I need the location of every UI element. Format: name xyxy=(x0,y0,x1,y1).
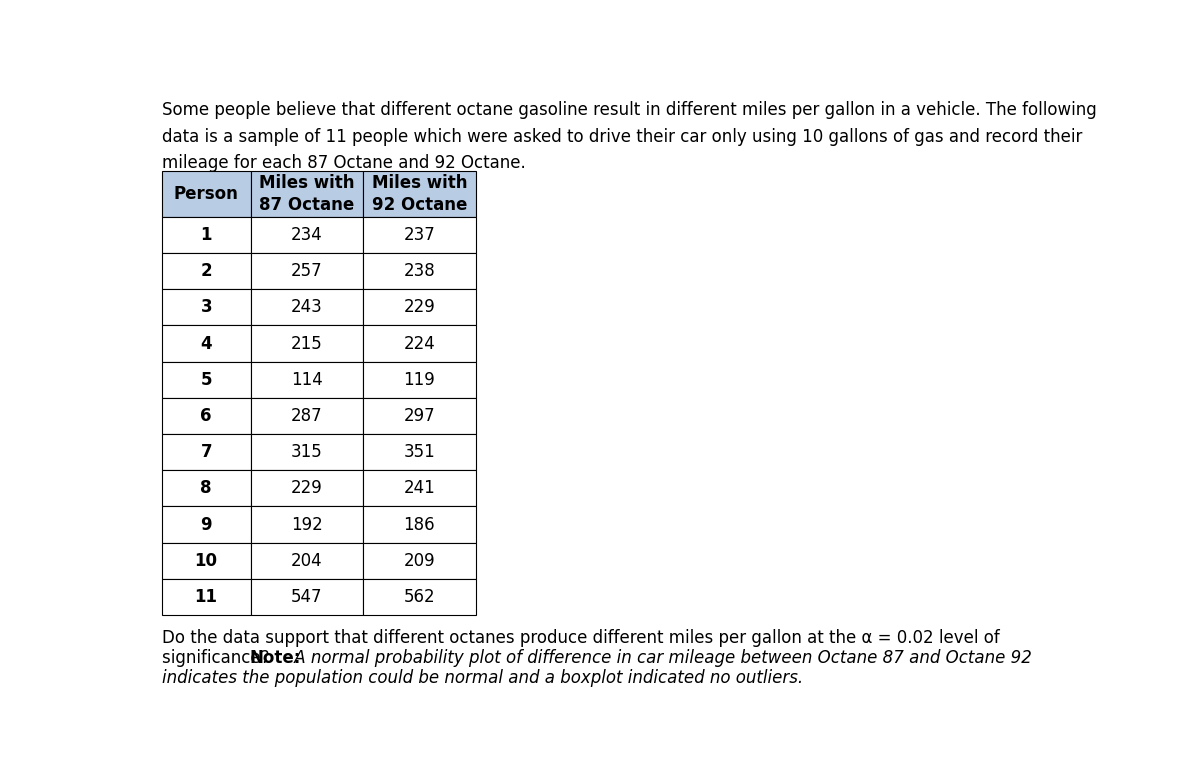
Text: 547: 547 xyxy=(292,588,323,606)
Text: significance?: significance? xyxy=(162,649,275,667)
Text: 315: 315 xyxy=(292,443,323,461)
Bar xyxy=(364,543,475,579)
Bar xyxy=(251,171,364,217)
Text: 229: 229 xyxy=(292,480,323,497)
Bar xyxy=(251,289,364,326)
Text: 209: 209 xyxy=(403,551,436,569)
Bar xyxy=(251,217,364,253)
Bar xyxy=(251,253,364,289)
Bar xyxy=(364,217,475,253)
Text: 9: 9 xyxy=(200,515,212,533)
Text: Some people believe that different octane gasoline result in different miles per: Some people believe that different octan… xyxy=(162,102,1097,173)
Bar xyxy=(364,470,475,506)
Text: 114: 114 xyxy=(292,371,323,389)
Bar xyxy=(251,362,364,398)
Bar xyxy=(162,543,251,579)
Text: 287: 287 xyxy=(292,407,323,425)
Bar xyxy=(162,253,251,289)
Bar xyxy=(162,470,251,506)
Text: 204: 204 xyxy=(292,551,323,569)
Text: 119: 119 xyxy=(403,371,436,389)
Bar xyxy=(364,398,475,434)
Text: 234: 234 xyxy=(292,226,323,244)
Text: 5: 5 xyxy=(200,371,212,389)
Bar xyxy=(364,326,475,362)
Text: Miles with
87 Octane: Miles with 87 Octane xyxy=(259,173,355,214)
Text: 297: 297 xyxy=(403,407,436,425)
Text: 351: 351 xyxy=(403,443,436,461)
Bar xyxy=(251,470,364,506)
Bar xyxy=(364,434,475,470)
Bar xyxy=(251,434,364,470)
Text: 237: 237 xyxy=(403,226,436,244)
Text: 257: 257 xyxy=(292,262,323,280)
Text: 8: 8 xyxy=(200,480,212,497)
Text: A normal probability plot of difference in car mileage between Octane 87 and Oct: A normal probability plot of difference … xyxy=(289,649,1032,667)
Bar xyxy=(162,398,251,434)
Bar xyxy=(364,171,475,217)
Text: indicates the population could be normal and a boxplot indicated no outliers.: indicates the population could be normal… xyxy=(162,669,803,687)
Bar xyxy=(364,253,475,289)
Text: 4: 4 xyxy=(200,334,212,352)
Text: 192: 192 xyxy=(292,515,323,533)
Bar xyxy=(162,289,251,326)
Text: 238: 238 xyxy=(403,262,436,280)
Bar xyxy=(162,326,251,362)
Bar xyxy=(251,506,364,543)
Text: 3: 3 xyxy=(200,298,212,316)
Bar xyxy=(162,434,251,470)
Text: Note:: Note: xyxy=(250,649,300,667)
Text: 186: 186 xyxy=(403,515,436,533)
Bar xyxy=(162,171,251,217)
Text: 243: 243 xyxy=(292,298,323,316)
Bar xyxy=(364,362,475,398)
Text: 10: 10 xyxy=(194,551,217,569)
Bar xyxy=(251,326,364,362)
Bar xyxy=(162,217,251,253)
Text: 2: 2 xyxy=(200,262,212,280)
Text: 229: 229 xyxy=(403,298,436,316)
Text: 11: 11 xyxy=(194,588,217,606)
Text: 224: 224 xyxy=(403,334,436,352)
Text: Do the data support that different octanes produce different miles per gallon at: Do the data support that different octan… xyxy=(162,629,1000,647)
Text: 6: 6 xyxy=(200,407,212,425)
Text: Person: Person xyxy=(174,185,239,203)
Bar xyxy=(251,543,364,579)
Bar xyxy=(162,362,251,398)
Bar xyxy=(364,579,475,615)
Text: Miles with
92 Octane: Miles with 92 Octane xyxy=(372,173,467,214)
Bar xyxy=(162,506,251,543)
Bar xyxy=(364,506,475,543)
Text: 562: 562 xyxy=(403,588,436,606)
Bar xyxy=(251,398,364,434)
Text: 241: 241 xyxy=(403,480,436,497)
Text: 7: 7 xyxy=(200,443,212,461)
Text: 1: 1 xyxy=(200,226,212,244)
Bar xyxy=(364,289,475,326)
Text: 215: 215 xyxy=(292,334,323,352)
Bar xyxy=(162,579,251,615)
Bar xyxy=(251,579,364,615)
